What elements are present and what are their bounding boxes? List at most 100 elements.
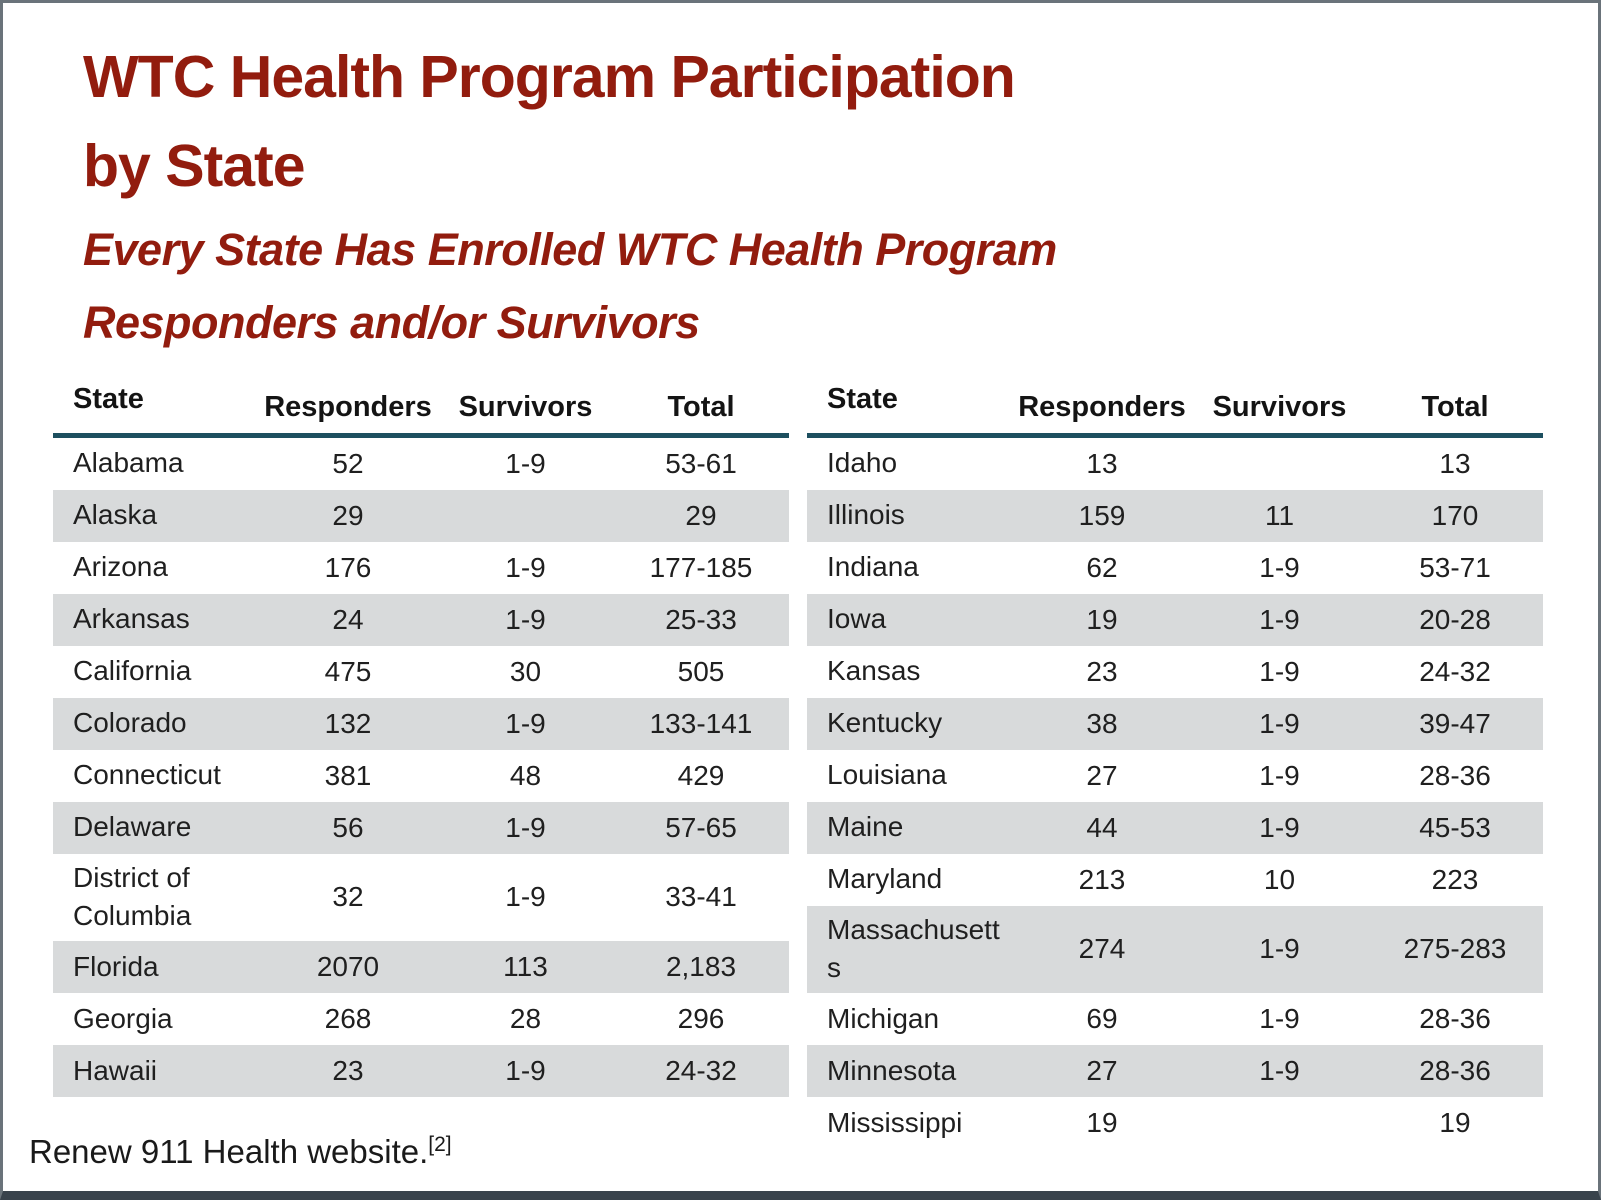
participation-table-right: State Responders Survivors Total Idaho 13… bbox=[807, 374, 1543, 1149]
total-cell: 177-185 bbox=[649, 551, 753, 583]
state-cell: Minnesota bbox=[827, 1054, 957, 1086]
state-cell: Arizona bbox=[73, 551, 168, 583]
table-row: Maine 44 1-9 45-53 bbox=[807, 801, 1543, 854]
responders-cell: 27 bbox=[1086, 1055, 1118, 1087]
state-cell: Massachusetts bbox=[827, 913, 1000, 984]
column-header-survivors: Survivors bbox=[458, 390, 593, 423]
survivors-cell: 30 bbox=[509, 655, 542, 687]
responders-cell: 19 bbox=[1086, 603, 1118, 635]
state-cell: Kentucky bbox=[827, 707, 943, 739]
total-cell: 133-141 bbox=[649, 707, 753, 739]
state-cell: Colorado bbox=[73, 707, 187, 739]
page-subtitle-line1: Every State Has Enrolled WTC Health Prog… bbox=[83, 224, 1057, 275]
table-row: Colorado 132 1-9 133-141 bbox=[53, 697, 789, 750]
page-title-line1: WTC Health Program Participation bbox=[83, 44, 1016, 110]
survivors-cell: 1-9 bbox=[1259, 655, 1300, 687]
table-row: Hawaii 23 1-9 24-32 bbox=[53, 1045, 789, 1098]
survivors-cell: 1-9 bbox=[1259, 811, 1300, 843]
total-cell: 13 bbox=[1439, 447, 1471, 479]
survivors-cell: 11 bbox=[1264, 499, 1295, 531]
state-cell: Kansas bbox=[827, 655, 921, 687]
table-row: Maryland 213 10 223 bbox=[807, 854, 1543, 906]
page-title-line2: by State bbox=[83, 132, 306, 199]
state-cell: California bbox=[73, 655, 192, 687]
state-cell: Alaska bbox=[73, 499, 158, 531]
table-row: Iowa 19 1-9 20-28 bbox=[807, 593, 1543, 646]
page-subtitle: Every State Has Enrolled WTC Health Prog… bbox=[83, 214, 1558, 360]
column-header-responders: Responders bbox=[1018, 390, 1186, 423]
responders-cell: 38 bbox=[1086, 707, 1118, 739]
responders-cell: 13 bbox=[1086, 447, 1118, 479]
state-cell: Indiana bbox=[827, 551, 919, 583]
total-cell: 33-41 bbox=[665, 881, 737, 913]
participation-table-left: State Responders Survivors Total Alabama… bbox=[53, 374, 789, 1149]
page-title: WTC Health Program Participation by Stat… bbox=[83, 33, 1558, 210]
responders-cell: 176 bbox=[324, 551, 372, 583]
state-cell: Illinois bbox=[827, 499, 905, 531]
state-cell: Mississippi bbox=[827, 1106, 963, 1138]
table-row: Illinois 159 11 170 bbox=[807, 489, 1543, 542]
table-row: Kentucky 38 1-9 39-47 bbox=[807, 697, 1543, 750]
total-cell: 39-47 bbox=[1419, 707, 1491, 739]
state-cell: Louisiana bbox=[827, 759, 947, 791]
table-row: Mississippi 19 19 bbox=[807, 1097, 1543, 1149]
page-subtitle-line2: Responders and/or Survivors bbox=[83, 296, 700, 348]
tables-container: State Responders Survivors Total Alabama… bbox=[53, 374, 1543, 1149]
state-cell: Michigan bbox=[827, 1002, 940, 1034]
state-cell: Florida bbox=[73, 950, 159, 982]
state-cell: Alabama bbox=[73, 447, 184, 479]
state-cell: Connecticut bbox=[73, 759, 221, 791]
responders-cell: 56 bbox=[332, 811, 364, 843]
citation-link[interactable]: [2] bbox=[428, 1133, 452, 1156]
responders-cell: 27 bbox=[1086, 759, 1118, 791]
survivors-cell: 1-9 bbox=[505, 811, 546, 843]
total-cell: 28-36 bbox=[1419, 1055, 1491, 1087]
state-cell: District of Columbia bbox=[73, 861, 192, 932]
responders-cell: 23 bbox=[1086, 655, 1118, 687]
table-header-row: State Responders Survivors Total bbox=[53, 374, 789, 438]
table-row: Alaska 29 29 bbox=[53, 489, 789, 542]
total-cell: 29 bbox=[685, 499, 717, 531]
table-row: Florida 2070 113 2,183 bbox=[53, 941, 789, 994]
total-cell: 28-36 bbox=[1419, 1003, 1491, 1035]
responders-cell: 274 bbox=[1078, 933, 1126, 965]
total-cell: 25-33 bbox=[665, 603, 737, 635]
survivors-cell: 1-9 bbox=[1259, 707, 1300, 739]
state-cell: Iowa bbox=[827, 603, 887, 635]
table-row: Kansas 23 1-9 24-32 bbox=[807, 646, 1543, 698]
state-cell: Maryland bbox=[827, 863, 943, 895]
table-row: Michigan 69 1-9 28-36 bbox=[807, 993, 1543, 1045]
total-cell: 53-61 bbox=[665, 447, 737, 479]
total-cell: 24-32 bbox=[665, 1055, 737, 1087]
table-row: California 475 30 505 bbox=[53, 646, 789, 698]
survivors-cell: 1-9 bbox=[1259, 759, 1300, 791]
survivors-cell: 1-9 bbox=[505, 551, 546, 583]
total-cell: 275-283 bbox=[1403, 933, 1507, 965]
total-cell: 57-65 bbox=[665, 811, 737, 843]
survivors-cell: 1-9 bbox=[505, 707, 546, 739]
column-header-survivors: Survivors bbox=[1212, 390, 1347, 423]
state-cell: Hawaii bbox=[73, 1054, 158, 1086]
responders-cell: 62 bbox=[1086, 551, 1118, 583]
table-row: Massachusetts 274 1-9 275-283 bbox=[807, 905, 1543, 994]
survivors-cell: 1-9 bbox=[1259, 551, 1300, 583]
survivors-cell: 1-9 bbox=[505, 447, 546, 479]
survivors-cell: 28 bbox=[509, 1003, 542, 1035]
responders-cell: 29 bbox=[332, 499, 364, 531]
survivors-cell: 1-9 bbox=[1259, 1055, 1300, 1087]
total-cell: 170 bbox=[1431, 499, 1479, 531]
total-cell: 223 bbox=[1431, 863, 1479, 895]
responders-cell: 44 bbox=[1086, 811, 1118, 843]
total-cell: 28-36 bbox=[1419, 759, 1491, 791]
column-header-state: State bbox=[73, 382, 144, 415]
responders-cell: 32 bbox=[332, 881, 364, 913]
table-row: Georgia 268 28 296 bbox=[53, 993, 789, 1045]
survivors-cell: 1-9 bbox=[1259, 603, 1300, 635]
responders-cell: 24 bbox=[332, 603, 364, 635]
survivors-cell: 1-9 bbox=[1259, 933, 1300, 965]
table-body: Idaho 13 13 Illinois 159 11 170 Indiana 62 1-9 53-… bbox=[807, 438, 1543, 1149]
survivors-cell: 1-9 bbox=[505, 1055, 546, 1087]
table-header-row: State Responders Survivors Total bbox=[807, 374, 1543, 438]
total-cell: 45-53 bbox=[1419, 811, 1491, 843]
footnote: Renew 911 Health website.[2] bbox=[29, 1133, 452, 1171]
